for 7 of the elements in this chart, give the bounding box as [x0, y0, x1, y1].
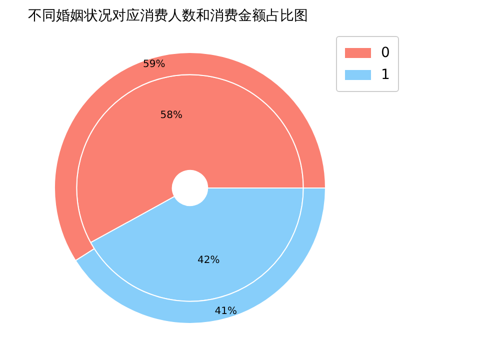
chart-title: 不同婚姻状况对应消费人数和消费金额占比图	[28, 7, 308, 25]
data-label: 42%	[197, 255, 220, 266]
data-label: 59%	[142, 58, 166, 70]
data-label: 41%	[214, 306, 238, 318]
legend-label: 1	[381, 67, 390, 83]
data-label: 58%	[160, 110, 183, 122]
legend-label: 0	[381, 45, 390, 61]
